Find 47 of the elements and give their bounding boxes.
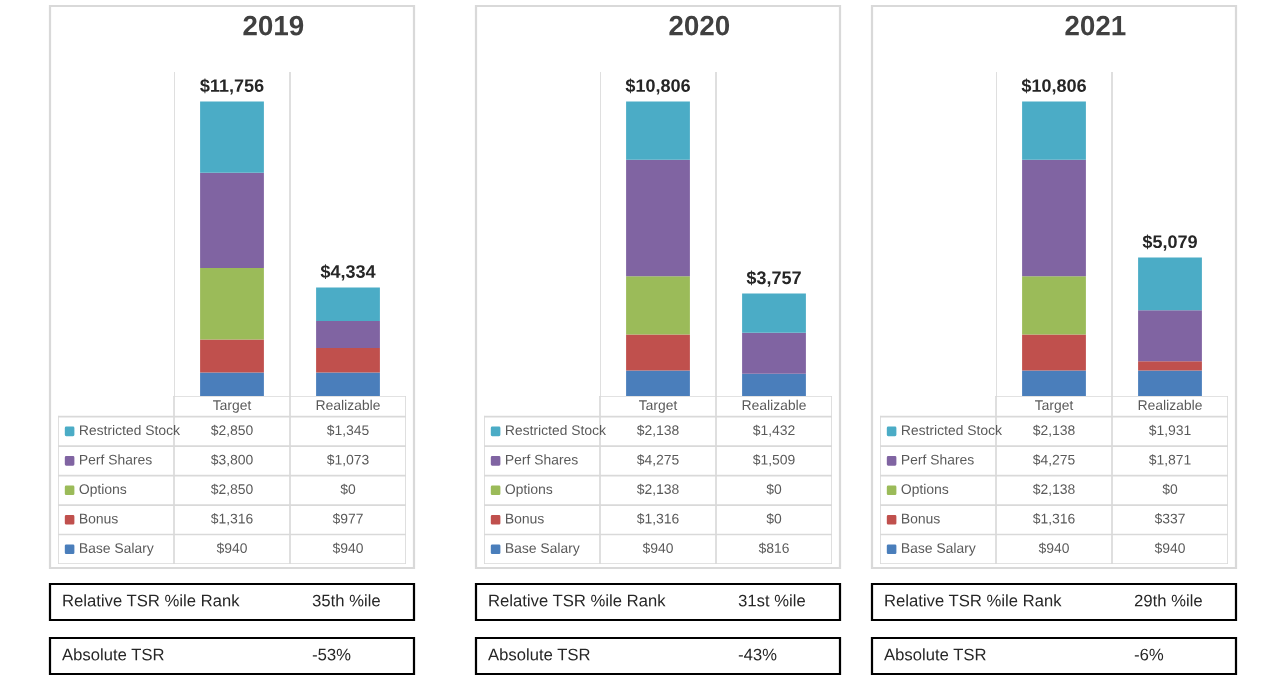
text: Absolute TSR xyxy=(488,648,590,661)
bar xyxy=(1022,370,1086,396)
bar xyxy=(626,370,690,396)
text: Relative TSR %ile Rank xyxy=(63,594,240,607)
chart-title: 2019 xyxy=(243,15,304,36)
total-label: $11,756 xyxy=(200,78,264,95)
bar xyxy=(1022,101,1086,160)
text: -6% xyxy=(1134,648,1164,661)
total-label: $3,757 xyxy=(746,270,801,287)
bar xyxy=(626,101,690,160)
bar xyxy=(742,332,806,374)
text: Absolute TSR xyxy=(62,648,164,661)
bar xyxy=(316,372,380,396)
bar xyxy=(1022,334,1086,371)
bar xyxy=(626,276,690,335)
text: 35th %ile xyxy=(312,594,380,607)
text: Relative TSR %ile Rank xyxy=(489,594,666,607)
bar xyxy=(626,334,690,371)
bar xyxy=(1022,159,1086,277)
bar xyxy=(316,287,380,322)
chart-title: 2020 xyxy=(669,15,730,36)
bar xyxy=(200,268,264,340)
bar xyxy=(316,347,380,373)
total-label: $10,806 xyxy=(625,78,690,95)
bar xyxy=(1138,257,1202,311)
text: -43% xyxy=(738,648,777,661)
bar xyxy=(200,372,264,396)
total-label: $4,334 xyxy=(320,264,376,281)
bar xyxy=(1138,310,1202,362)
bar xyxy=(200,172,264,269)
bar xyxy=(200,339,264,373)
bar xyxy=(1022,276,1086,335)
bar xyxy=(1138,361,1202,371)
chart-title: 2021 xyxy=(1065,15,1126,36)
text: 31st %ile xyxy=(738,594,805,607)
text: 29th %ile xyxy=(1134,594,1202,607)
bar xyxy=(742,293,806,333)
text: Absolute TSR xyxy=(884,648,986,661)
total-label: $5,079 xyxy=(1142,234,1197,251)
bar xyxy=(1138,370,1202,396)
bar xyxy=(200,101,264,173)
text: Relative TSR %ile Rank xyxy=(885,594,1062,607)
text: -53% xyxy=(312,648,351,661)
bar xyxy=(742,373,806,396)
bar xyxy=(626,159,690,277)
total-label: $10,806 xyxy=(1021,78,1086,95)
bar xyxy=(316,321,380,348)
